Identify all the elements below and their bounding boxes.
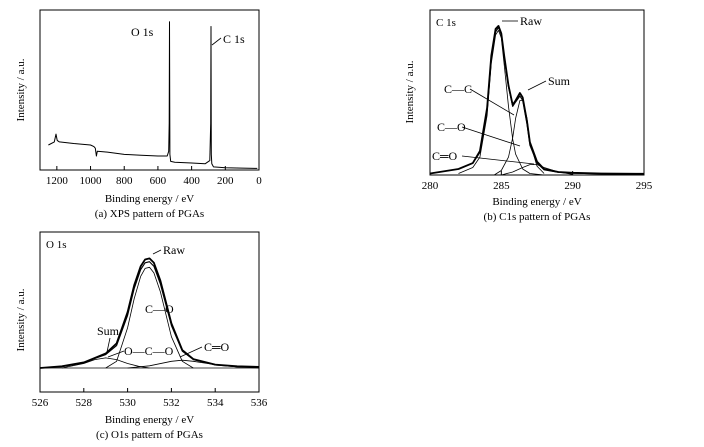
panel-a-caption: (a) XPS pattern of PGAs [95,208,204,220]
panel-a-x-tick-label: 800 [116,175,133,187]
panel-b-annotation-sum: Sum [548,74,571,88]
panel-c-series [39,257,260,369]
panel-b-series-raw [429,25,645,175]
panel-a-x-tick-label: 0 [256,175,262,187]
panel-c-x-tick-labels: 526 528 530 532 534 536 [32,397,268,409]
panel-a-series-spectrum [48,21,258,169]
panel-c-x-tick-label: 526 [32,397,49,409]
panel-b-caption: (b) C1s pattern of PGAs [484,211,591,223]
panel-c-series-c-o [127,359,260,369]
panel-b-annotation-c-double-o: C═O [432,149,458,163]
panel-b-x-tick-label: 290 [564,180,581,192]
panel-c-series-c-o [105,266,194,369]
panel-b-series-sum [429,26,645,175]
panel-c-x-tick-label: 532 [163,397,180,409]
panel-a-x-tick-label: 400 [183,175,200,187]
panel-b-cc-leader [469,88,515,116]
panel-c-c-double-o-leader [179,346,203,358]
panel-b-co-leader [461,126,521,147]
panel-c-annotation-sum: Sum [97,324,120,338]
panel-a-x-tick-label: 1000 [80,175,103,187]
panel-b-x-tick-label: 285 [493,180,510,192]
panel-c: 526 528 530 532 534 536 O 1s Raw C—O Sum O—C—… [15,231,268,441]
panel-b: 280 285 290 295 C 1s Raw Sum C—C C—O C═O Bi… [404,9,653,223]
panel-c-sum-leader [106,337,111,353]
panel-a-ylabel: Intensity / a.u. [15,58,27,121]
panel-a-x-tick-label: 200 [217,175,234,187]
panel-c-oco-leader [107,350,125,358]
panel-a-plot-frame [39,9,260,171]
panel-b-series-c-o [501,164,573,176]
panel-a-xlabel: Binding energy / eV [105,193,194,205]
panel-c-annotation-raw: Raw [163,243,185,257]
panel-a-x-tick-label: 1200 [46,175,69,187]
panel-c-raw-leader [152,249,162,255]
panel-b-x-tick-label: 295 [636,180,653,192]
panel-c-plot-frame [39,231,260,393]
panel-b-x-tick-label: 280 [422,180,439,192]
panel-b-xlabel: Binding energy / eV [492,196,581,208]
panel-b-annotation-raw: Raw [520,14,542,28]
panel-c-annotation-oco: O—C—O [124,344,174,358]
panel-b-annotation-cc: C—C [444,82,472,96]
panel-c-caption: (c) O1s pattern of PGAs [96,429,203,441]
panel-c-title: O 1s [46,239,66,251]
panel-c-x-tick-label: 528 [76,397,93,409]
panel-b-series-c-c [458,30,545,176]
panel-a-x-tick-label: 600 [150,175,167,187]
panel-c-ylabel: Intensity / a.u. [15,288,27,351]
panel-b-series [429,25,645,176]
panel-c-series-sum [39,261,260,369]
panel-b-x-tick-labels: 280 285 290 295 [422,180,653,192]
panel-a-x-ticks [56,166,260,170]
panel-b-ylabel: Intensity / a.u. [404,60,416,123]
panel-a: 1200 1000 800 600 400 200 0 O 1s C 1s Binding … [15,9,262,220]
panel-a-annotation-c1s: C 1s [223,32,245,46]
panel-c-xlabel: Binding energy / eV [105,414,194,426]
panel-a-c1s-leader [211,37,222,46]
panel-b-plot-frame [429,9,645,176]
panel-a-annotation-o1s: O 1s [131,25,154,39]
panel-c-x-tick-label: 534 [207,397,224,409]
panel-c-series-o-c-o [61,357,150,369]
panel-c-annotation-co: C—O [145,302,174,316]
panel-b-sum-leader [527,80,547,91]
panel-b-c-double-o-leader [461,155,535,165]
panel-b-series-c-o [493,100,545,176]
panel-c-annotation-c-double-o: C═O [204,340,230,354]
panel-a-series [48,21,258,169]
panel-c-x-tick-label: 536 [251,397,268,409]
panel-b-annotation-co: C—O [437,120,466,134]
panel-c-x-ticks [39,388,260,392]
panel-b-title: C 1s [436,17,456,29]
panel-c-x-tick-label: 530 [119,397,136,409]
panel-a-x-tick-labels: 1200 1000 800 600 400 200 0 [46,175,262,187]
